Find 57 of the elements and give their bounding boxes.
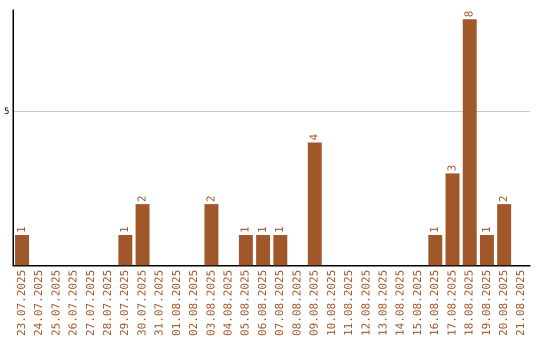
x-tick-label: 02.08.2025 — [187, 270, 200, 336]
data-label: 1 — [273, 226, 286, 233]
x-tick-label: 30.07.2025 — [135, 270, 148, 336]
bar — [204, 204, 218, 266]
bar — [308, 142, 322, 266]
bar — [118, 234, 132, 266]
bar — [428, 234, 442, 266]
data-label: 3 — [445, 164, 458, 172]
y-tick-label: 5 — [4, 107, 10, 118]
bar — [497, 204, 512, 266]
x-tick-label: 10.08.2025 — [324, 270, 338, 336]
data-label: 1 — [256, 226, 269, 233]
x-tick-label: 09.08.2025 — [308, 270, 321, 336]
data-label: 2 — [497, 196, 510, 202]
bar — [238, 234, 253, 266]
x-tick-label: 13.08.2025 — [376, 270, 390, 336]
x-tick-label: 15.08.2025 — [410, 270, 424, 336]
bar — [480, 234, 494, 266]
data-label: 2 — [204, 196, 218, 202]
x-tick-label: 27.07.2025 — [84, 270, 97, 336]
x-tick-label: 31.07.2025 — [152, 270, 166, 336]
x-tick-label: 25.07.2025 — [49, 270, 62, 336]
x-tick-label: 12.08.2025 — [359, 270, 372, 336]
x-tick-label: 07.08.2025 — [273, 270, 286, 336]
data-label: 1 — [14, 226, 28, 233]
data-label: 8 — [462, 10, 476, 18]
bar — [273, 234, 288, 266]
x-tick-label: 21.08.2025 — [514, 270, 528, 336]
x-tick-label: 05.08.2025 — [238, 270, 252, 336]
data-label: 4 — [308, 134, 321, 141]
data-label: 1 — [480, 226, 493, 233]
bar — [462, 19, 477, 266]
bar — [136, 204, 150, 266]
bar — [446, 173, 460, 266]
x-tick-label: 03.08.2025 — [204, 270, 218, 336]
x-tick-label: 04.08.2025 — [222, 270, 235, 336]
data-label: 1 — [428, 226, 442, 233]
data-label: 1 — [238, 226, 252, 233]
x-tick-label: 29.07.2025 — [118, 270, 132, 336]
x-tick-label: 14.08.2025 — [394, 270, 407, 336]
x-tick-label: 08.08.2025 — [290, 270, 304, 336]
x-tick-label: 24.07.2025 — [32, 270, 46, 336]
bar — [15, 234, 29, 266]
x-tick-label: 17.08.2025 — [445, 270, 458, 336]
x-tick-label: 20.08.2025 — [497, 270, 510, 336]
x-tick-label: 16.08.2025 — [428, 270, 442, 336]
x-tick-label: 28.07.2025 — [100, 270, 114, 336]
data-label: 2 — [135, 196, 148, 202]
data-label: 1 — [118, 226, 132, 233]
x-tick-label: 26.07.2025 — [66, 270, 80, 336]
bar — [256, 234, 270, 266]
x-tick-label: 06.08.2025 — [256, 270, 269, 336]
x-tick-label: 01.08.2025 — [170, 270, 183, 336]
x-tick-label: 19.08.2025 — [480, 270, 493, 336]
x-tick-label: 18.08.2025 — [462, 270, 476, 336]
x-tick-label: 11.08.2025 — [342, 270, 356, 336]
x-tick-label: 23.07.2025 — [14, 270, 28, 336]
